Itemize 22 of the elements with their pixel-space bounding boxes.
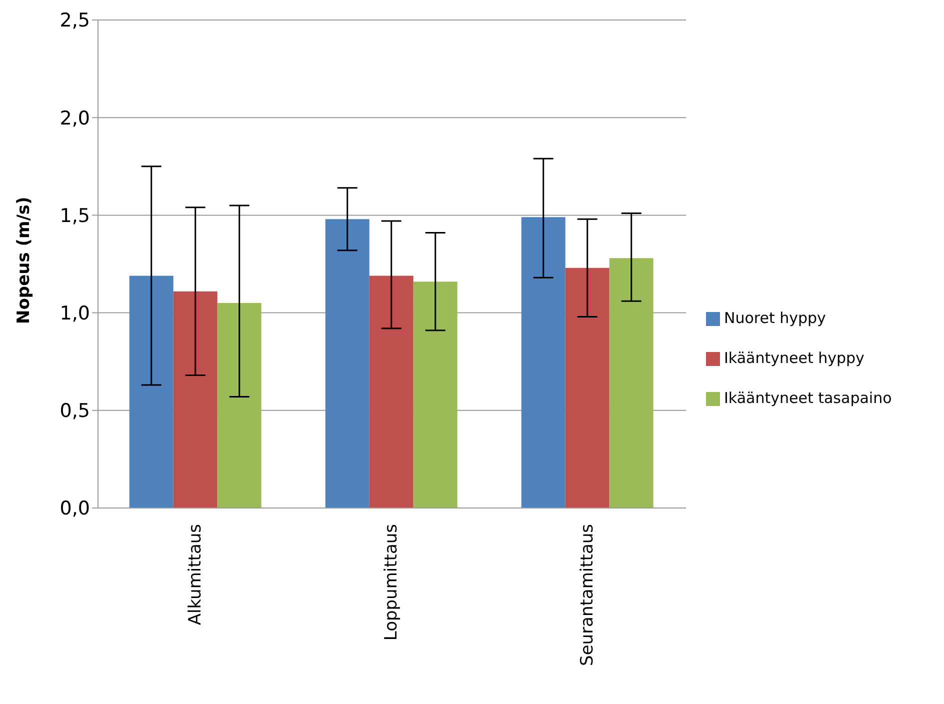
y-tick-label: 1,0: [60, 302, 90, 325]
bar: [609, 258, 654, 508]
x-tick-label: Loppumittaus: [382, 524, 402, 641]
bar: [413, 282, 458, 508]
bar: [325, 219, 370, 508]
bar: [129, 276, 174, 508]
x-tick-label: Seurantamittaus: [578, 524, 598, 666]
bar: [369, 276, 414, 508]
y-tick-label: 1,5: [60, 204, 90, 227]
y-tick-label: 0,5: [60, 400, 90, 422]
bar: [217, 303, 262, 508]
y-tick-label: 2,5: [60, 10, 90, 32]
y-axis-title: Nopeus (m/s): [14, 196, 34, 324]
legend-label: Ikääntyneet tasapaino: [724, 389, 892, 407]
legend-label: Nuoret hyppy: [724, 309, 826, 327]
y-tick-label: 0,0: [60, 498, 90, 520]
legend-label: Ikääntyneet hyppy: [724, 349, 864, 367]
bar: [173, 291, 218, 508]
x-tick-label: Alkumittaus: [186, 524, 206, 626]
bar: [565, 268, 610, 508]
y-tick-label: 2,0: [60, 107, 90, 130]
bar: [521, 217, 566, 508]
